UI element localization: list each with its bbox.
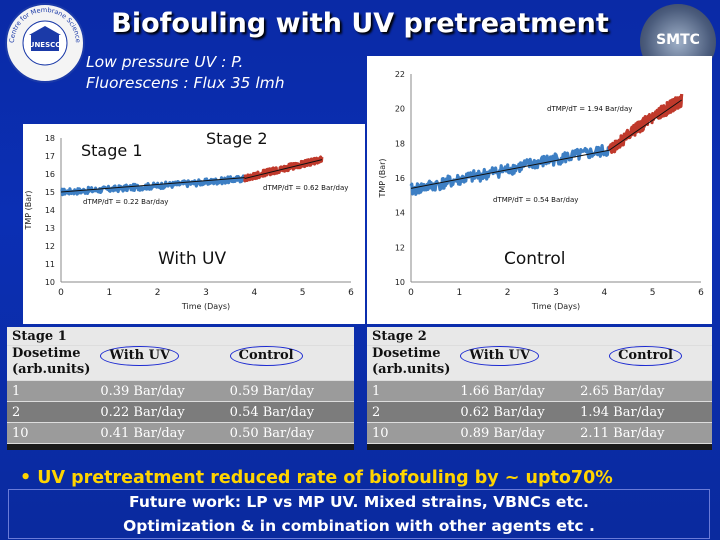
stage2-table-box: Stage 2 Dosetime (arb.units) With UV Cont… — [367, 327, 712, 450]
stage2-label: Stage 2 — [206, 129, 268, 148]
y-tick-label: 14 — [395, 209, 405, 218]
x-tick-label: 0 — [408, 288, 414, 298]
y-tick-label: 14 — [45, 206, 55, 215]
y-tick-label: 20 — [395, 105, 405, 114]
stage2-slope-annotation: dTMP/dT = 1.94 Bar/day — [547, 105, 632, 113]
stage1-slope-annotation: dTMP/dT = 0.22 Bar/day — [83, 198, 168, 206]
x-tick-label: 3 — [203, 288, 209, 298]
trend-line-1 — [60, 177, 245, 193]
x-tick-label: 5 — [650, 288, 656, 298]
x-tick-label: 1 — [106, 288, 112, 298]
y-tick-label: 13 — [45, 224, 55, 233]
y-tick-label: 17 — [45, 152, 55, 161]
stage1-slope-annotation: dTMP/dT = 0.54 Bar/day — [493, 196, 578, 204]
future-work-line-2: Optimization & in combination with other… — [123, 517, 595, 535]
y-tick-label: 15 — [45, 188, 55, 197]
y-axis-label: TMP (Bar) — [378, 158, 387, 198]
y-tick-label: 10 — [395, 278, 405, 287]
slide-title: Biofouling with UV pretreatment — [111, 8, 609, 39]
stage2-table-title: Stage 2 — [367, 327, 712, 346]
chart-with-uv-panel: 10 11 12 13 14 15 16 17 18 0 1 2 3 4 5 6 Time (Days) TMP … — [23, 124, 365, 324]
stage1-control-header: Control — [224, 345, 354, 381]
y-tick-label: 18 — [395, 139, 405, 148]
x-tick-label: 1 — [456, 288, 462, 298]
stage2-table: Stage 2 Dosetime (arb.units) With UV Cont… — [367, 327, 712, 444]
table-row: 10 0.89 Bar/day 2.11 Bar/day — [367, 422, 712, 444]
trend-line-2 — [608, 99, 682, 151]
centre-logo: UNESCO Centre for Membrane Science and T… — [4, 2, 85, 83]
stage2-slope-annotation: dTMP/dT = 0.62 Bar/day — [263, 184, 348, 192]
stage1-dosetime-header: Dosetime (arb.units) — [7, 345, 96, 381]
conclusion-bullet: • UV pretreatment reduced rate of biofou… — [20, 468, 613, 488]
svg-text:UNESCO: UNESCO — [29, 41, 62, 49]
table-row: 2 0.62 Bar/day 1.94 Bar/day — [367, 401, 712, 423]
y-tick-label: 22 — [395, 70, 405, 79]
x-tick-label: 4 — [251, 288, 257, 298]
chart-control-panel: 10 12 14 16 18 20 22 0 1 2 3 4 5 6 Time (Days) TMP (Bar… — [367, 56, 712, 324]
stage2-control-header: Control — [575, 345, 712, 381]
future-work-line-1: Future work: LP vs MP UV. Mixed strains,… — [129, 493, 589, 511]
control-label: Control — [504, 249, 565, 269]
table-row: 1 1.66 Bar/day 2.65 Bar/day — [367, 380, 712, 402]
smtc-logo-text: SMTC — [656, 32, 700, 48]
y-tick-label: 11 — [45, 260, 55, 269]
x-tick-label: 3 — [553, 288, 559, 298]
x-tick-label: 4 — [601, 288, 607, 298]
x-tick-label: 2 — [155, 288, 161, 298]
table-row: 1 0.39 Bar/day 0.59 Bar/day — [7, 380, 354, 402]
stage1-table-box: Stage 1 Dosetime (arb.units) With UV Cont… — [7, 327, 354, 450]
stage1-label: Stage 1 — [81, 141, 143, 160]
y-tick-label: 16 — [395, 174, 405, 183]
x-tick-label: 5 — [300, 288, 306, 298]
y-tick-label: 10 — [45, 278, 55, 287]
stage1-table: Stage 1 Dosetime (arb.units) With UV Cont… — [7, 327, 354, 444]
series-stage1-line — [409, 144, 611, 196]
subtitle-line-2: Fluorescens : Flux 35 lmh — [86, 74, 285, 92]
x-tick-label: 6 — [698, 288, 704, 298]
table-row: 10 0.41 Bar/day 0.50 Bar/day — [7, 422, 354, 444]
x-tick-label: 2 — [505, 288, 511, 298]
y-axis-label: TMP (Bar) — [24, 190, 33, 230]
x-axis-label: Time (Days) — [531, 302, 580, 311]
stage2-dosetime-header: Dosetime (arb.units) — [367, 345, 456, 381]
y-tick-label: 12 — [45, 242, 55, 251]
trend-line-1 — [410, 149, 610, 189]
x-tick-label: 0 — [58, 288, 64, 298]
x-tick-label: 6 — [348, 288, 354, 298]
subtitle-line-1: Low pressure UV : P. — [86, 53, 244, 71]
x-axis-label: Time (Days) — [181, 302, 230, 311]
series-stage2-line — [607, 93, 684, 154]
stage1-withuv-header: With UV — [95, 345, 225, 381]
y-tick-label: 18 — [45, 134, 55, 143]
y-tick-label: 12 — [395, 243, 405, 252]
stage2-withuv-header: With UV — [455, 345, 576, 381]
future-work-box: Future work: LP vs MP UV. Mixed strains,… — [8, 489, 710, 539]
stage1-table-title: Stage 1 — [7, 327, 354, 346]
with-uv-label: With UV — [158, 249, 226, 269]
y-tick-label: 16 — [45, 170, 55, 179]
slide-subtitle: Low pressure UV : P. Fluorescens : Flux … — [86, 52, 285, 94]
table-row: 2 0.22 Bar/day 0.54 Bar/day — [7, 401, 354, 423]
trend-line-2 — [244, 159, 323, 179]
